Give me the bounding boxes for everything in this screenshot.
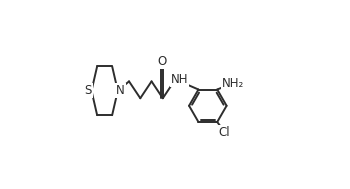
Text: Cl: Cl	[218, 126, 230, 139]
Text: NH: NH	[170, 73, 188, 86]
Text: NH₂: NH₂	[222, 77, 244, 90]
Text: N: N	[116, 84, 125, 97]
Text: S: S	[84, 84, 92, 97]
Text: O: O	[157, 55, 167, 68]
